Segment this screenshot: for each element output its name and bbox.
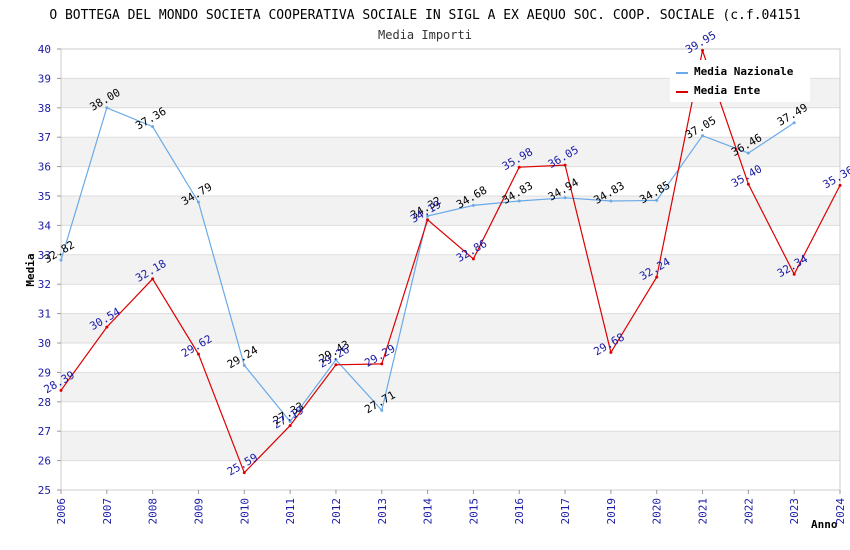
data-point bbox=[471, 203, 475, 207]
data-point bbox=[426, 218, 430, 222]
chart-subtitle: Media Importi bbox=[378, 28, 472, 42]
data-point bbox=[288, 419, 292, 423]
chart-title: O BOTTEGA DEL MONDO SOCIETA COOPERATIVA … bbox=[49, 8, 800, 23]
legend-box bbox=[670, 60, 810, 102]
y-axis-ticks: 25 26 27 28 29 30 31 32 33 34 35 36 37 38 39 40 bbox=[38, 43, 61, 497]
data-point bbox=[792, 272, 796, 276]
data-point bbox=[59, 388, 63, 392]
data-point bbox=[471, 257, 475, 261]
data-point bbox=[334, 358, 338, 362]
plot-area-frame bbox=[60, 48, 841, 491]
x-tick-label: 2007 bbox=[101, 498, 114, 525]
y-tick-label: 26 bbox=[38, 455, 51, 468]
x-tick-label: 2024 bbox=[834, 498, 847, 525]
y-axis-label: Media bbox=[24, 253, 37, 286]
y-tick-label: 27 bbox=[38, 425, 51, 438]
data-point bbox=[655, 198, 659, 202]
grid-band bbox=[61, 431, 840, 461]
y-tick-label: 38 bbox=[38, 102, 51, 115]
data-point bbox=[242, 471, 246, 475]
x-tick-label: 2021 bbox=[697, 498, 710, 525]
x-tick-label: 2022 bbox=[742, 498, 755, 525]
data-point bbox=[242, 363, 246, 367]
data-point bbox=[746, 182, 750, 186]
data-point bbox=[517, 165, 521, 169]
x-tick-label: 2016 bbox=[513, 498, 526, 525]
data-point bbox=[701, 134, 705, 138]
data-point bbox=[563, 196, 567, 200]
data-point bbox=[517, 199, 521, 203]
grid-bands bbox=[61, 78, 840, 461]
y-tick-label: 36 bbox=[38, 161, 51, 174]
legend-label-media-nazionale: Media Nazionale bbox=[694, 65, 794, 78]
data-point bbox=[196, 200, 200, 204]
y-tick-label: 28 bbox=[38, 396, 51, 409]
y-tick-label: 32 bbox=[38, 278, 51, 291]
x-tick-label: 2009 bbox=[192, 498, 205, 525]
data-point bbox=[701, 48, 705, 52]
data-point bbox=[380, 362, 384, 366]
data-point bbox=[655, 275, 659, 279]
grid-band bbox=[61, 254, 840, 285]
grid-band bbox=[61, 372, 840, 402]
data-point bbox=[380, 408, 384, 412]
data-point bbox=[426, 214, 430, 218]
data-label: 35.36 bbox=[821, 163, 850, 191]
data-point bbox=[288, 424, 292, 428]
y-tick-label: 37 bbox=[38, 131, 51, 144]
x-tick-label: 2010 bbox=[238, 498, 251, 525]
x-tick-label: 2019 bbox=[605, 498, 618, 525]
y-tick-label: 25 bbox=[38, 484, 51, 497]
data-point bbox=[792, 121, 796, 125]
grid-band bbox=[61, 137, 840, 167]
x-tick-label: 2011 bbox=[284, 498, 297, 525]
data-label: 37.36 bbox=[133, 105, 168, 133]
data-label: 29.24 bbox=[225, 343, 261, 371]
data-point bbox=[151, 125, 155, 129]
data-point bbox=[838, 183, 842, 187]
legend-label-media-ente: Media Ente bbox=[694, 84, 761, 97]
y-tick-label: 29 bbox=[38, 366, 51, 379]
x-tick-label: 2012 bbox=[330, 498, 343, 525]
data-point bbox=[151, 277, 155, 281]
x-tick-label: 2006 bbox=[55, 498, 68, 525]
x-tick-label: 2015 bbox=[467, 498, 480, 525]
x-tick-label: 2023 bbox=[788, 498, 801, 525]
y-tick-label: 31 bbox=[38, 308, 51, 321]
data-point bbox=[59, 258, 63, 262]
y-tick-label: 34 bbox=[38, 219, 52, 232]
x-tick-label: 2013 bbox=[376, 498, 389, 525]
data-point bbox=[196, 352, 200, 356]
x-axis-ticks: 2006 2007 2008 2009 2010 2011 2012 2013 2014 2015… bbox=[55, 490, 847, 525]
grid-band bbox=[61, 313, 840, 343]
y-tick-label: 39 bbox=[38, 72, 51, 85]
y-tick-label: 30 bbox=[38, 337, 51, 350]
x-tick-label: 2020 bbox=[651, 498, 664, 525]
data-point bbox=[105, 106, 109, 110]
data-point bbox=[609, 350, 613, 354]
x-tick-label: 2014 bbox=[422, 498, 435, 525]
x-tick-label: 2008 bbox=[147, 498, 160, 525]
data-point bbox=[334, 363, 338, 367]
x-tick-label: 2017 bbox=[559, 498, 572, 525]
data-point bbox=[105, 325, 109, 329]
y-tick-label: 40 bbox=[38, 43, 51, 56]
y-tick-label: 35 bbox=[38, 190, 51, 203]
data-point bbox=[609, 199, 613, 203]
data-point bbox=[563, 163, 567, 167]
data-label: 39.95 bbox=[683, 29, 718, 57]
x-axis-label: Anno bbox=[811, 518, 838, 531]
data-point bbox=[746, 151, 750, 155]
legend: Media Nazionale Media Ente bbox=[670, 60, 810, 102]
y-tick-label: 33 bbox=[38, 249, 51, 262]
